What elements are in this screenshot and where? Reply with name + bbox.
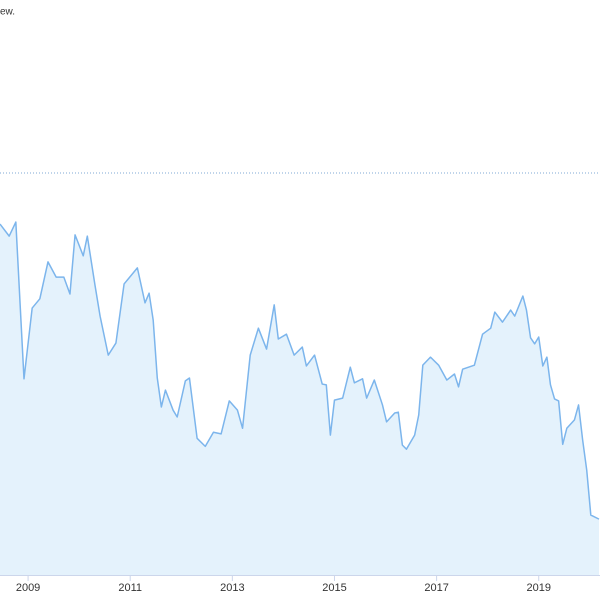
x-tick-label: 2017 — [424, 582, 448, 594]
x-tick-label: 2015 — [322, 582, 346, 594]
chart-subtitle: ew. — [0, 7, 15, 18]
area-line — [0, 221, 600, 520]
x-tick-label: 2019 — [526, 582, 550, 594]
x-tick-label: 2013 — [220, 582, 244, 594]
x-tick-label: 2009 — [16, 582, 40, 594]
x-tick-label: 2011 — [118, 582, 142, 594]
area-fill — [0, 222, 599, 576]
